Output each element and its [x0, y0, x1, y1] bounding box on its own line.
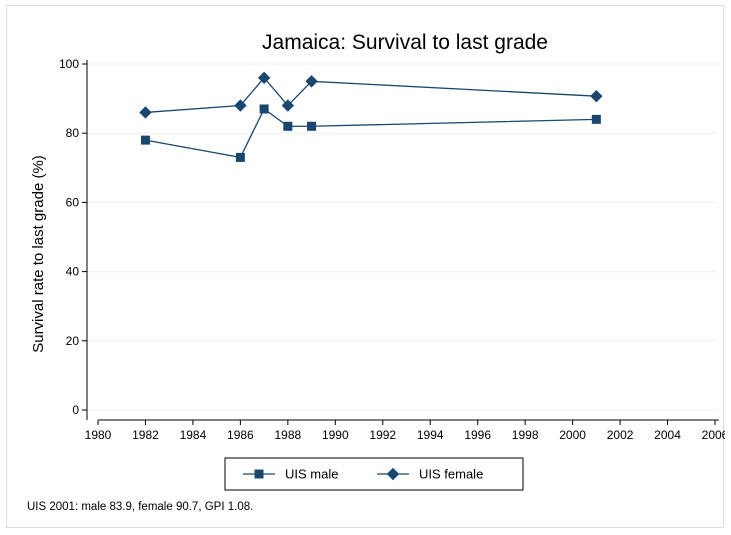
series-uis-female — [139, 71, 603, 119]
y-tick-label: 100 — [59, 57, 79, 71]
x-tick-label: 1984 — [180, 428, 207, 442]
data-point — [590, 89, 603, 103]
y-tick-label: 40 — [66, 265, 80, 279]
data-point — [140, 135, 150, 145]
x-tick-label: 1998 — [512, 428, 539, 442]
legend-box — [224, 457, 524, 491]
data-point — [257, 71, 271, 85]
series-line — [145, 107, 597, 159]
data-point — [139, 106, 152, 119]
legend: UIS male UIS female — [224, 457, 524, 491]
x-tick-label: 2002 — [607, 428, 634, 442]
legend-marker — [386, 467, 400, 481]
x-tick-label: 1994 — [417, 428, 444, 442]
x-tick-label: 1992 — [369, 428, 396, 442]
x-tick-label: 1996 — [464, 428, 491, 442]
axes: 0 20 40 60 80 100 1980 1982 1984 1986 1988 1990 1992… — [59, 57, 725, 442]
series-layer — [139, 71, 603, 162]
x-tick-label: 1988 — [274, 428, 301, 442]
series-uis-male — [140, 104, 601, 162]
series-line — [145, 76, 597, 114]
x-tick-label: 2004 — [654, 428, 681, 442]
data-point — [234, 99, 247, 112]
x-tick-label: 2000 — [559, 428, 586, 442]
data-point — [305, 75, 318, 88]
line-chart: Jamaica: Survival to last grade 0 20 40 60 8… — [27, 31, 725, 513]
chart-title: Jamaica: Survival to last grade — [262, 31, 548, 54]
data-point — [281, 99, 295, 112]
y-axis-title: Survival rate to last grade (%) — [30, 155, 47, 353]
x-tick-label: 2006 — [702, 428, 725, 442]
y-tick-label: 20 — [66, 334, 80, 348]
y-tick-label: 60 — [66, 195, 80, 209]
x-tick-label: 1986 — [227, 428, 254, 442]
x-tick-label: 1980 — [85, 428, 112, 442]
gridlines — [87, 63, 717, 411]
data-point — [307, 121, 317, 131]
legend-marker — [254, 469, 264, 479]
y-tick-label: 0 — [72, 403, 79, 417]
data-point — [591, 114, 601, 124]
chart-frame: Jamaica: Survival to last grade 0 20 40 60 8… — [6, 5, 725, 528]
chart-note: UIS 2001: male 83.9, female 90.7, GPI 1.… — [27, 501, 253, 513]
data-point — [235, 152, 245, 162]
legend-label: UIS female — [419, 467, 483, 482]
x-tick-label: 1990 — [322, 428, 349, 442]
data-point — [259, 104, 269, 114]
x-tick-label: 1982 — [132, 428, 159, 442]
legend-label: UIS male — [285, 467, 338, 482]
data-point — [283, 121, 293, 131]
y-tick-label: 80 — [66, 126, 80, 140]
